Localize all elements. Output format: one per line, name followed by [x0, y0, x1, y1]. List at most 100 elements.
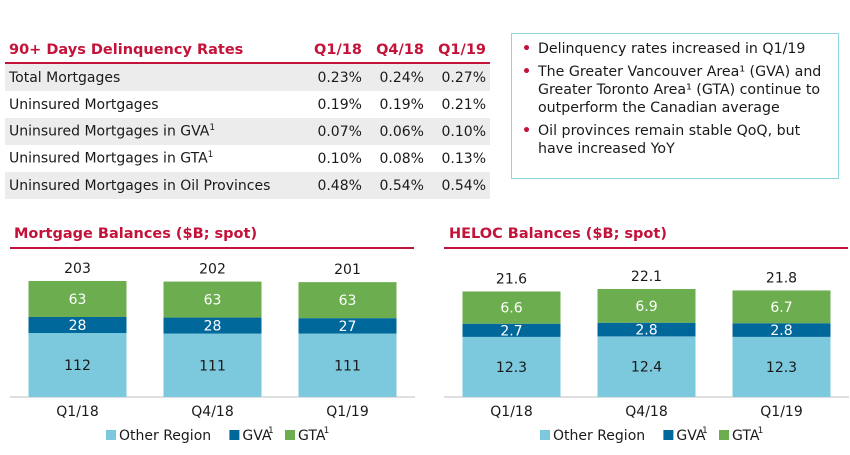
data-label: 111: [334, 358, 361, 374]
table-cell: 0.19%: [317, 96, 362, 113]
x-tick-label: Q1/18: [56, 404, 98, 420]
data-label: 63: [204, 293, 222, 309]
table-row: Uninsured Mortgages 0.19% 0.19% 0.21%: [5, 91, 490, 118]
data-label: 112: [64, 358, 91, 374]
legend-label-gva: GVA: [676, 428, 706, 444]
table-header-row: 90+ Days Delinquency Rates Q1/18 Q4/18 Q…: [5, 38, 490, 64]
commentary-line: have increased YoY: [538, 141, 675, 157]
x-tick-label: Q1/19: [760, 404, 802, 420]
row-label: Uninsured Mortgages in GTA1: [5, 145, 304, 172]
legend-footnote-marker: 1: [758, 426, 764, 436]
legend-swatch-gva: [663, 430, 674, 440]
bar-segment-gva: [597, 322, 696, 337]
table-cell: 0.54%: [365, 172, 428, 199]
x-tick-label: Q1/19: [326, 404, 368, 420]
total-label: 201: [334, 262, 361, 278]
bar-segment-gta: [298, 282, 397, 319]
heloc-chart-title: HELOC Balances ($B; spot): [449, 226, 667, 242]
legend-swatch-other-region: [540, 430, 550, 440]
legend-swatch-gta: [285, 430, 295, 440]
table-row: Uninsured Mortgages in GTA1 0.10% 0.08% …: [5, 145, 490, 172]
x-tick-label: Q1/18: [490, 404, 532, 420]
bar-segment-other-region: [597, 336, 696, 397]
bar-segment-other-region: [28, 333, 127, 397]
data-label: 6.7: [770, 300, 792, 316]
table-cell: 0.24%: [365, 63, 428, 91]
row-label: Uninsured Mortgages in Oil Provinces: [5, 172, 304, 199]
bar-segment-other-region: [298, 333, 397, 397]
bar-segment-gva: [28, 317, 127, 333]
bar-segment-other-region: [732, 336, 831, 397]
total-label: 202: [199, 262, 226, 278]
total-label: 203: [64, 261, 91, 277]
table-row: Uninsured Mortgages in Oil Provinces 0.4…: [5, 172, 490, 199]
data-label: 2.8: [770, 323, 792, 339]
table-cell: 0.10%: [427, 118, 490, 145]
bar-segment-other-region: [462, 336, 561, 397]
legend-label-gta: GTA: [732, 428, 760, 444]
bar-segment-gta: [28, 281, 127, 317]
bar-segment-gva: [462, 323, 561, 337]
commentary-line: outperform the Canadian average: [538, 100, 780, 116]
data-label: 2.8: [635, 323, 657, 339]
legend-swatch-gva: [229, 430, 240, 440]
legend-footnote-marker: 1: [324, 426, 330, 436]
row-label-text: Uninsured Mortgages in Oil Provinces: [9, 177, 271, 194]
row-label-text: Uninsured Mortgages in GVA: [9, 123, 210, 140]
row-label-text: Uninsured Mortgages in GTA: [9, 150, 208, 167]
column-header: Q1/19: [427, 38, 490, 64]
table-cell: 0.23%: [303, 63, 366, 91]
mortgage-chart-title: Mortgage Balances ($B; spot): [14, 226, 258, 242]
bar-segment-gta: [163, 281, 262, 318]
heloc-balances-chart: 12.32.76.621.6Q1/1812.42.86.922.1Q4/1812…: [444, 269, 849, 444]
legend-swatch-gta: [719, 430, 729, 440]
bar-segment-gva: [163, 317, 262, 334]
data-label: 12.4: [631, 360, 662, 376]
data-label: 28: [69, 318, 87, 334]
commentary-line: Oil provinces remain stable QoQ, but: [538, 123, 801, 139]
mortgage-balances-chart: 112 28 63 203 Q1/18 111 28 63 202 Q4/18 111 27 63 201…: [10, 261, 415, 444]
legend-label-gta: GTA: [298, 428, 326, 444]
table-cell: 0.19%: [379, 96, 424, 113]
bar-segment-gva: [298, 318, 397, 334]
footnote-marker: 1: [209, 123, 216, 134]
bar-segment-gta: [597, 289, 696, 323]
commentary-line: Delinquency rates increased in Q1/19: [538, 41, 806, 57]
data-label: 12.3: [496, 360, 527, 376]
table-cell: 0.07%: [303, 118, 366, 145]
table-row: Total Mortgages 0.23% 0.24% 0.27%: [5, 63, 490, 91]
data-label: 63: [69, 292, 87, 308]
row-label-text: Total Mortgages: [9, 69, 121, 86]
table-cell: 0.48%: [303, 172, 366, 199]
data-label: 12.3: [766, 360, 797, 376]
bullet-marker: •: [522, 123, 532, 139]
table-cell: 0.13%: [441, 150, 486, 167]
column-header: Q4/18: [365, 38, 428, 64]
commentary-list: • Delinquency rates increased in Q1/19 •…: [520, 40, 830, 158]
commentary-item: • Delinquency rates increased in Q1/19: [520, 40, 830, 58]
legend-label-other-region: Other Region: [553, 428, 645, 444]
delinquency-table: 90+ Days Delinquency Rates Q1/18 Q4/18 Q…: [5, 38, 490, 199]
table-title: 90+ Days Delinquency Rates: [5, 38, 304, 64]
table-cell: 0.54%: [427, 172, 490, 199]
commentary-line: The Greater Vancouver Area¹ (GVA) and: [538, 64, 822, 80]
data-label: 28: [204, 319, 222, 335]
bar-segment-gva: [732, 323, 831, 337]
legend-footnote-marker: 1: [702, 426, 708, 436]
data-label: 27: [339, 319, 357, 335]
legend-label-other-region: Other Region: [119, 428, 211, 444]
row-label-text: Uninsured Mortgages: [9, 96, 159, 113]
row-label: Uninsured Mortgages: [5, 91, 304, 118]
bar-segment-other-region: [163, 333, 262, 397]
x-tick-label: Q4/18: [191, 404, 233, 420]
row-label: Total Mortgages: [5, 63, 304, 91]
commentary-item: • The Greater Vancouver Area¹ (GVA) and …: [520, 63, 830, 117]
total-label: 21.6: [496, 271, 527, 287]
legend-label-gva: GVA: [242, 428, 272, 444]
table-cell: 0.06%: [365, 118, 428, 145]
data-label: 2.7: [500, 323, 522, 339]
legend-footnote-marker: 1: [268, 426, 274, 436]
column-header: Q1/18: [303, 38, 366, 64]
commentary-line: Greater Toronto Area¹ (GTA) continue to: [538, 82, 821, 98]
mortgage-title-rule: [10, 247, 414, 249]
